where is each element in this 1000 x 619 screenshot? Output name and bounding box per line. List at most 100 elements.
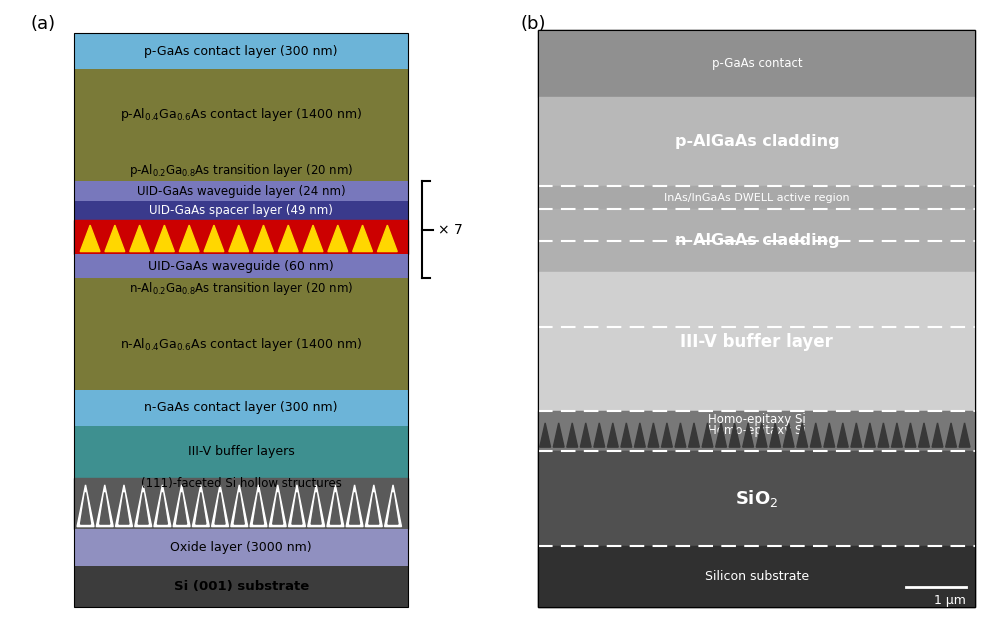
- Polygon shape: [932, 423, 943, 447]
- Bar: [538, 209, 975, 272]
- Polygon shape: [634, 423, 645, 447]
- Polygon shape: [346, 485, 363, 527]
- Text: n-Al$_{0.2}$Ga$_{0.8}$As transition layer (20 nm): n-Al$_{0.2}$Ga$_{0.8}$As transition laye…: [129, 280, 353, 297]
- Polygon shape: [743, 423, 754, 447]
- Polygon shape: [130, 225, 150, 251]
- Polygon shape: [229, 225, 249, 251]
- Text: Homo-epitaxy Si: Homo-epitaxy Si: [708, 413, 806, 426]
- Polygon shape: [365, 485, 382, 527]
- Polygon shape: [959, 423, 970, 447]
- Text: p-GaAs contact: p-GaAs contact: [712, 57, 802, 70]
- Polygon shape: [254, 225, 273, 251]
- Polygon shape: [385, 485, 401, 527]
- Polygon shape: [892, 423, 902, 447]
- Polygon shape: [177, 492, 187, 524]
- Bar: [74, 529, 408, 566]
- Polygon shape: [377, 225, 397, 251]
- Bar: [538, 30, 975, 97]
- Polygon shape: [327, 485, 344, 527]
- Text: (a): (a): [30, 15, 55, 33]
- Polygon shape: [269, 485, 286, 527]
- Text: UID-GaAs spacer layer (49 nm): UID-GaAs spacer layer (49 nm): [149, 204, 333, 217]
- Polygon shape: [607, 423, 618, 447]
- Polygon shape: [946, 423, 956, 447]
- Polygon shape: [154, 485, 171, 527]
- Polygon shape: [837, 423, 848, 447]
- Bar: [74, 33, 408, 69]
- Polygon shape: [567, 423, 578, 447]
- Polygon shape: [288, 485, 305, 527]
- Polygon shape: [851, 423, 862, 447]
- Polygon shape: [138, 492, 148, 524]
- Polygon shape: [553, 423, 564, 447]
- Text: p-Al$_{0.4}$Ga$_{0.6}$As contact layer (1400 nm): p-Al$_{0.4}$Ga$_{0.6}$As contact layer (…: [120, 106, 362, 123]
- Polygon shape: [250, 485, 267, 527]
- Polygon shape: [292, 492, 302, 524]
- Polygon shape: [80, 225, 100, 251]
- Polygon shape: [621, 423, 632, 447]
- Polygon shape: [770, 423, 781, 447]
- Polygon shape: [580, 423, 591, 447]
- Text: n-AlGaAs cladding: n-AlGaAs cladding: [675, 233, 839, 248]
- Bar: [538, 186, 975, 209]
- Polygon shape: [689, 423, 699, 447]
- Polygon shape: [540, 423, 551, 447]
- Bar: [538, 97, 975, 186]
- Polygon shape: [204, 225, 224, 251]
- Polygon shape: [905, 423, 916, 447]
- Text: Homo-epitaxy Si: Homo-epitaxy Si: [708, 425, 806, 438]
- Bar: [538, 272, 975, 411]
- Polygon shape: [96, 485, 113, 527]
- Polygon shape: [196, 492, 206, 524]
- Polygon shape: [729, 423, 740, 447]
- Polygon shape: [273, 492, 283, 524]
- Text: UID-GaAs waveguide layer (24 nm): UID-GaAs waveguide layer (24 nm): [137, 184, 346, 197]
- Polygon shape: [155, 225, 174, 251]
- Bar: [74, 254, 408, 278]
- Polygon shape: [353, 225, 372, 251]
- Polygon shape: [675, 423, 686, 447]
- Text: SiO$_2$: SiO$_2$: [735, 488, 779, 509]
- Polygon shape: [100, 492, 110, 524]
- Text: p-GaAs contact layer (300 nm): p-GaAs contact layer (300 nm): [144, 45, 338, 58]
- Polygon shape: [864, 423, 875, 447]
- Bar: [74, 220, 408, 254]
- Bar: [538, 451, 975, 547]
- Text: Oxide layer (3000 nm): Oxide layer (3000 nm): [170, 541, 312, 554]
- Polygon shape: [215, 492, 225, 524]
- Polygon shape: [192, 485, 209, 527]
- Bar: [74, 426, 408, 478]
- Polygon shape: [330, 492, 340, 524]
- Text: (b): (b): [520, 15, 546, 33]
- Polygon shape: [824, 423, 835, 447]
- Polygon shape: [179, 225, 199, 251]
- Text: p-Al$_{0.2}$Ga$_{0.8}$As transition layer (20 nm): p-Al$_{0.2}$Ga$_{0.8}$As transition laye…: [129, 162, 353, 180]
- Text: UID-GaAs waveguide (60 nm): UID-GaAs waveguide (60 nm): [148, 259, 334, 272]
- Polygon shape: [350, 492, 360, 524]
- Polygon shape: [311, 492, 321, 524]
- Bar: [74, 69, 408, 160]
- Polygon shape: [328, 225, 348, 251]
- Polygon shape: [702, 423, 713, 447]
- Polygon shape: [173, 485, 190, 527]
- Bar: [74, 181, 408, 201]
- Polygon shape: [919, 423, 929, 447]
- Polygon shape: [212, 485, 229, 527]
- Bar: [74, 566, 408, 607]
- Polygon shape: [797, 423, 808, 447]
- Polygon shape: [253, 492, 263, 524]
- Bar: [74, 390, 408, 426]
- Polygon shape: [231, 485, 248, 527]
- Polygon shape: [77, 485, 94, 527]
- Text: p-AlGaAs cladding: p-AlGaAs cladding: [675, 134, 839, 149]
- Polygon shape: [388, 492, 398, 524]
- Polygon shape: [105, 225, 125, 251]
- Text: Si (001) substrate: Si (001) substrate: [174, 580, 309, 593]
- Polygon shape: [594, 423, 605, 447]
- Polygon shape: [278, 225, 298, 251]
- Polygon shape: [878, 423, 889, 447]
- Text: 1 μm: 1 μm: [934, 594, 966, 607]
- Text: $\times$ 7: $\times$ 7: [437, 222, 463, 236]
- Polygon shape: [648, 423, 659, 447]
- Text: Silicon substrate: Silicon substrate: [705, 570, 809, 583]
